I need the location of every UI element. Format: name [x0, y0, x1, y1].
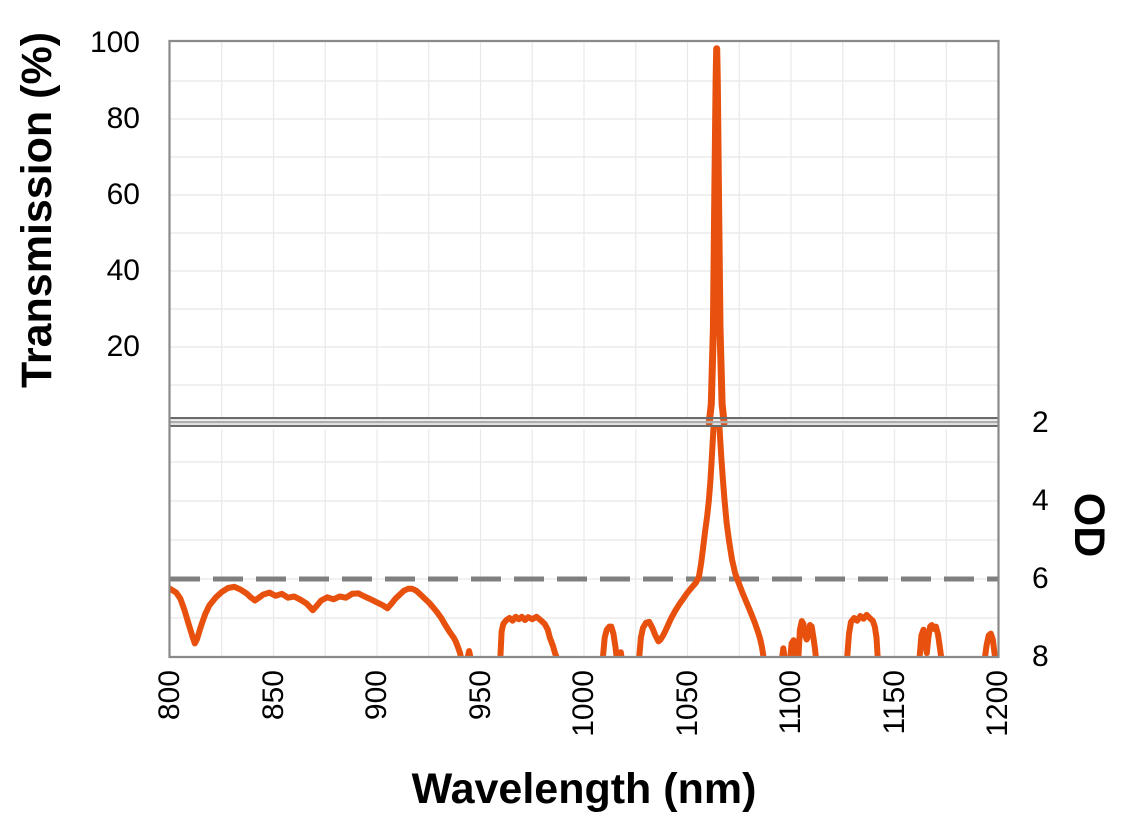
plot-frame — [168, 39, 1000, 659]
transmission-peak-curve — [705, 45, 728, 425]
od-tick-label: 8 — [1032, 640, 1049, 673]
x-tick-label: 1000 — [567, 670, 600, 737]
x-tick-label: 950 — [463, 670, 497, 721]
x-tick-label: 1100 — [774, 670, 807, 735]
transmission-tick-label: 80 — [106, 102, 140, 135]
gridlines — [170, 41, 998, 657]
x-tick-label: 1050 — [670, 670, 704, 737]
x-axis-title: Wavelength (nm) — [411, 765, 757, 813]
x-tick-label: 850 — [256, 670, 290, 721]
transmission-tick-label: 40 — [106, 254, 140, 287]
transmission-tick-label: 100 — [89, 26, 140, 59]
x-tick-label: 1150 — [877, 670, 911, 735]
od-tick-label: 6 — [1032, 562, 1049, 595]
transmission-tick-label: 20 — [106, 330, 140, 363]
x-tick-label: 800 — [153, 670, 186, 721]
od-blocking-curve — [169, 425, 999, 658]
x-tick-label: 900 — [360, 670, 393, 721]
axis-break-marker — [169, 417, 999, 427]
od-tick-label: 2 — [1032, 406, 1049, 439]
od-tick-label: 4 — [1032, 484, 1049, 517]
transmission-tick-label: 60 — [106, 178, 140, 211]
x-tick-label: 1200 — [981, 670, 1014, 737]
